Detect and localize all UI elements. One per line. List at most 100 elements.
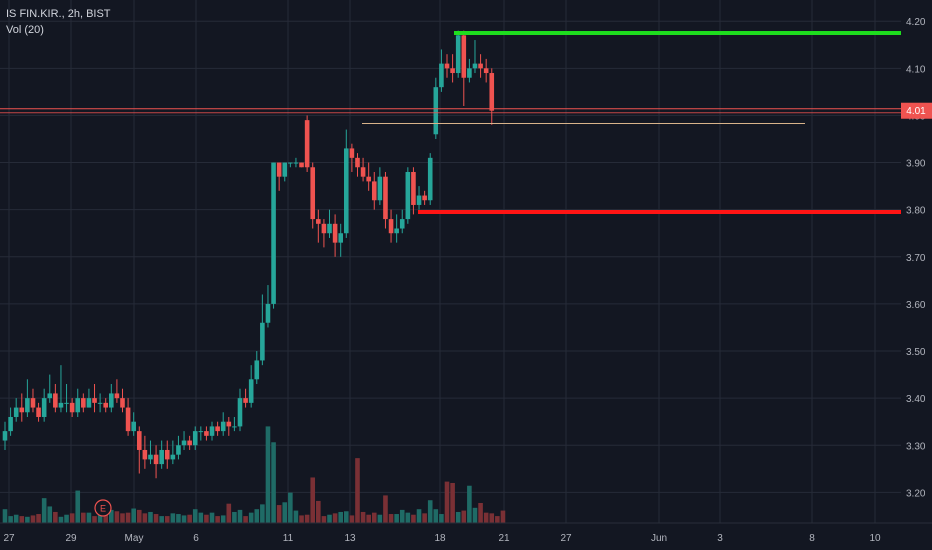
volume-bar bbox=[355, 458, 360, 523]
volume-bar bbox=[349, 515, 355, 523]
volume-bar bbox=[53, 511, 58, 523]
time-tick-label: 11 bbox=[283, 533, 294, 544]
volume-bar bbox=[304, 514, 310, 523]
candle-body bbox=[187, 440, 192, 446]
horizontal-levels[interactable] bbox=[0, 30, 901, 215]
volume-bar bbox=[153, 514, 159, 523]
earnings-marker-circle bbox=[94, 499, 112, 517]
chart-legend: IS FIN.KIR., 2h, BIST Vol (20) bbox=[6, 6, 111, 38]
volume-bar bbox=[299, 515, 304, 523]
candle-body bbox=[371, 181, 377, 201]
candles bbox=[2, 30, 495, 479]
candle-body bbox=[338, 233, 343, 243]
candle-body bbox=[8, 416, 13, 432]
price-tick-label: 3.70 bbox=[906, 253, 926, 264]
time-tick-label: 10 bbox=[869, 533, 881, 544]
candle-body bbox=[209, 426, 215, 436]
candle-body bbox=[366, 176, 371, 182]
volume-bar bbox=[422, 513, 427, 523]
volume-bar bbox=[461, 510, 467, 523]
volume-bar bbox=[187, 514, 192, 523]
volume-bar bbox=[310, 477, 316, 523]
volume-bar bbox=[405, 512, 411, 523]
volume-bar bbox=[25, 516, 30, 523]
candle-body bbox=[355, 157, 360, 168]
candle-body bbox=[439, 63, 444, 88]
volume-bar bbox=[282, 502, 288, 523]
price-tick-label: 3.50 bbox=[906, 347, 926, 358]
candle-body bbox=[64, 402, 69, 404]
candle-body bbox=[304, 120, 310, 168]
time-tick-label: 18 bbox=[434, 533, 446, 544]
volume-bar bbox=[489, 513, 495, 523]
time-axis[interactable]: 27 29 May 6 11 13 18 21 27 Jun 3 8 10 bbox=[3, 533, 881, 544]
candle-body bbox=[282, 162, 288, 177]
volume-indicator-title[interactable]: Vol (20) bbox=[6, 24, 44, 36]
volume-bar bbox=[388, 514, 394, 523]
volume-bar bbox=[276, 505, 282, 523]
candle-body bbox=[192, 431, 198, 446]
candle-body bbox=[226, 421, 232, 427]
volume-bar bbox=[248, 512, 254, 523]
volume-bar bbox=[332, 513, 338, 523]
candle-body bbox=[467, 68, 472, 78]
candle-body bbox=[265, 303, 271, 323]
symbol-title[interactable]: IS FIN.KIR., 2h, BIST bbox=[6, 8, 111, 20]
candle-body bbox=[450, 68, 455, 74]
volume-bar bbox=[164, 516, 170, 523]
candle-body bbox=[142, 449, 148, 460]
volume-bar bbox=[254, 509, 260, 523]
candle-body bbox=[399, 219, 405, 229]
time-tick-label: 27 bbox=[560, 533, 572, 544]
volume-bar bbox=[114, 511, 120, 523]
event-marker[interactable]: E bbox=[94, 499, 112, 517]
volume-bar bbox=[41, 498, 47, 523]
candle-body bbox=[237, 398, 243, 427]
volume-bar bbox=[371, 512, 377, 523]
candle-body bbox=[343, 148, 349, 234]
candle-body bbox=[176, 445, 181, 455]
volume-bar bbox=[125, 512, 131, 523]
time-tick-label: 29 bbox=[65, 533, 77, 544]
last-price-badge-box bbox=[901, 102, 932, 119]
candle-body bbox=[170, 454, 176, 460]
volume-bar bbox=[58, 516, 64, 523]
price-tick-label: 3.60 bbox=[906, 300, 926, 311]
candle-body bbox=[30, 398, 36, 408]
candle-body bbox=[2, 431, 8, 441]
candle-body bbox=[120, 398, 125, 408]
candle-body bbox=[478, 63, 483, 69]
candle-body bbox=[220, 421, 226, 432]
volume-bar bbox=[377, 514, 383, 523]
volume-bar bbox=[265, 426, 271, 523]
volume-bar bbox=[47, 506, 53, 523]
candle-body bbox=[388, 219, 394, 234]
candle-body bbox=[422, 195, 427, 201]
volume-bar bbox=[220, 515, 226, 523]
volume-bar bbox=[30, 515, 36, 523]
last-price-badge: 4.01 bbox=[901, 102, 932, 119]
candle-body bbox=[75, 398, 81, 413]
candle-body bbox=[254, 360, 260, 380]
candle-body bbox=[103, 402, 109, 408]
candle-body bbox=[47, 393, 53, 399]
volume-bar bbox=[19, 516, 25, 523]
candle-body bbox=[288, 162, 293, 164]
volume-bar bbox=[394, 514, 399, 523]
price-tick-label: 3.20 bbox=[906, 488, 926, 499]
candle-body bbox=[310, 167, 316, 220]
volume-bar bbox=[433, 509, 439, 523]
candle-body bbox=[349, 148, 355, 158]
candle-body bbox=[69, 402, 75, 413]
volume-bars bbox=[2, 426, 506, 523]
candle-body bbox=[53, 393, 58, 408]
candle-body bbox=[260, 322, 265, 361]
candle-body bbox=[411, 171, 416, 205]
candle-body bbox=[483, 68, 489, 74]
volume-bar bbox=[226, 503, 232, 523]
volume-bar bbox=[109, 509, 114, 523]
volume-bar bbox=[416, 509, 422, 523]
time-tick-label: May bbox=[125, 533, 144, 544]
candle-body bbox=[489, 73, 495, 111]
